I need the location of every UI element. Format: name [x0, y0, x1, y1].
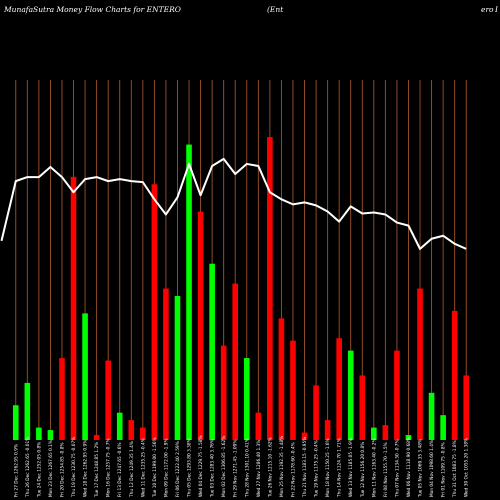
- x-tick-label: Fri 27 Dec 1262.95 0.9%: [13, 444, 19, 497]
- x-tick-label: Thu 26 Dec 1262.65 -0.01%: [25, 437, 31, 498]
- money-flow-bar: [359, 375, 366, 440]
- x-tick-label: Mon 18 Nov 1150.25 -1.6%: [325, 438, 331, 497]
- money-flow-bar: [440, 415, 446, 440]
- money-flow-bar: [278, 318, 285, 440]
- money-flow-bar: [255, 412, 262, 440]
- money-flow-bar: [82, 313, 88, 440]
- x-tick-label: Wed 13 Nov 1185.05 -1.9%: [348, 438, 354, 497]
- x-tick-label: Wed 27 Nov 1286.40 1.3%: [256, 440, 262, 497]
- x-tick-label: Mon 16 Dec 1257.75 -0.7%: [106, 438, 112, 497]
- x-tick-label: Thu 28 Nov 1301.10 0.41%: [244, 438, 250, 498]
- x-tick-label: Tue 26 Nov 1215.10 -1.62%: [267, 437, 273, 498]
- money-flow-bar: [209, 263, 215, 440]
- money-flow-bar: [290, 340, 296, 440]
- x-tick-label: Tue 19 Nov 1175.25 -0.4%: [314, 440, 320, 498]
- money-flow-bar: [324, 420, 331, 440]
- money-flow-bar: [36, 427, 42, 440]
- money-flow-bar: [47, 430, 54, 440]
- money-flow-bar: [70, 176, 77, 441]
- money-flow-bar: [267, 137, 273, 440]
- x-tick-label: Mon 02 Dec 1306.85 -1.62%: [221, 436, 227, 497]
- x-tick-label: Mon 11 Nov 1163.40 -0.2%: [371, 438, 377, 497]
- money-flow-bar: [347, 350, 354, 440]
- chart-title-main: MunafaSutra Money Flow Charts for ENTERO: [3, 5, 181, 14]
- x-tick-label: Wed 30 Oct 1055.20 1.38%: [464, 438, 470, 497]
- x-tick-label: Tue 12 Nov 1156.20 0.8%: [360, 442, 366, 498]
- x-tick-label: Tue 24 Dec 1252.05 0.8%: [36, 442, 42, 498]
- money-flow-bar: [59, 358, 65, 440]
- x-tick-label: Thu 19 Dec 1230.75 -0.07%: [71, 437, 77, 498]
- money-flow-bar: [463, 375, 470, 440]
- chart-title-name-part: ero: [481, 5, 494, 14]
- money-flow-bar: [140, 427, 146, 440]
- chart-title-suffix: I: [494, 5, 499, 14]
- x-tick-label: Thu 05 Dec 1293.80 3.38%: [187, 438, 193, 498]
- money-flow-bar: [394, 350, 400, 440]
- x-tick-label: Wed 18 Dec 1262.95 0.9%: [83, 440, 89, 497]
- x-tick-label: Tue 03 Dec 1283.40 3.76%: [210, 439, 216, 498]
- x-tick-label: Wed 11 Dec 1235.25 -0.4%: [140, 438, 146, 497]
- money-flow-bar: [451, 310, 458, 440]
- money-flow-bar: [174, 296, 181, 440]
- x-tick-label: Fri 06 Dec 1222.40 2.59%: [175, 441, 181, 497]
- x-tick-label: Mon 23 Dec 1267.65 0.1%: [48, 440, 54, 497]
- x-tick-label: Fri 20 Dec 1254.85 -0.8%: [59, 442, 65, 497]
- x-tick-label: Fri 01 Nov 1109.75 -0.8%: [441, 442, 447, 497]
- money-flow-bar: [428, 392, 435, 440]
- money-flow-bars: [12, 137, 470, 441]
- money-flow-bar: [405, 435, 412, 440]
- money-flow-bar: [163, 288, 169, 440]
- price-line-layer: [0, 157, 467, 250]
- money-flow-bar: [220, 345, 227, 440]
- x-tick-label: Tue 17 Dec 1248.85 1.2%: [94, 442, 100, 498]
- x-tick-label: Thu 12 Dec 1249.35 1.4%: [129, 441, 135, 498]
- money-flow-bar: [186, 144, 192, 440]
- x-tick-label: Tue 05 Nov 1069.35 3.48%: [418, 439, 424, 498]
- x-tick-label: Wed 04 Dec 1229.75 -1.58%: [198, 435, 204, 497]
- money-flow-bar: [301, 432, 308, 440]
- money-flow-bar: [382, 425, 389, 440]
- x-tick-labels: Fri 27 Dec 1262.95 0.9% Thu 26 Dec 1262.6…: [13, 435, 469, 498]
- x-tick-label: Fri 22 Nov 1178.60 -0.4%: [290, 442, 296, 497]
- money-flow-bar: [313, 385, 319, 440]
- money-flow-bar: [232, 283, 239, 440]
- money-flow-bar: [197, 211, 204, 440]
- money-flow-bar: [371, 427, 377, 440]
- money-flow-bar: [336, 338, 342, 440]
- x-tick-label: Mon 25 Nov 1192.35 -1.48%: [279, 436, 285, 497]
- x-tick-label: Fri 29 Nov 1271.45 -1.09%: [233, 440, 239, 497]
- money-flow-bar: [243, 358, 250, 440]
- money-flow-bar: [12, 405, 19, 440]
- x-tick-label: Wed 06 Nov 1118.90 0.68%: [406, 437, 412, 497]
- chart-title-ticker: (Ent: [267, 5, 284, 14]
- x-tick-label: Thu 31 Oct 1083.75 -1.8%: [452, 440, 458, 498]
- money-flow-bar: [24, 382, 31, 440]
- price-line: [0, 157, 467, 250]
- x-tick-label: Fri 13 Dec 1247.65 -0.6%: [117, 442, 123, 497]
- money-flow-bar: [128, 420, 135, 440]
- money-flow-bar: [116, 412, 123, 440]
- x-tick-label: Tue 10 Dec 1199.00 -1.56%: [152, 437, 158, 498]
- x-tick-label: Fri 08 Nov 1155.70 -1.5%: [383, 442, 389, 497]
- x-tick-label: Mon 04 Nov 1098.60 1.4%: [429, 440, 435, 497]
- money-flow-bar: [151, 184, 158, 440]
- money-flow-bar: [93, 435, 100, 440]
- money-flow-bar: [417, 288, 423, 440]
- x-tick-label: Thu 14 Nov 1124.70 1.71%: [337, 438, 343, 498]
- x-tick-label: Thu 21 Nov 1183.15 -0.95%: [302, 437, 308, 498]
- chart-title: MunafaSutra Money Flow Charts for ENTERO…: [3, 5, 499, 14]
- x-tick-label: Mon 09 Dec 1172.00 -1.9%: [163, 438, 169, 497]
- money-flow-bar: [105, 360, 111, 440]
- x-tick-label: Thu 07 Nov 1134.50 -0.7%: [394, 439, 400, 498]
